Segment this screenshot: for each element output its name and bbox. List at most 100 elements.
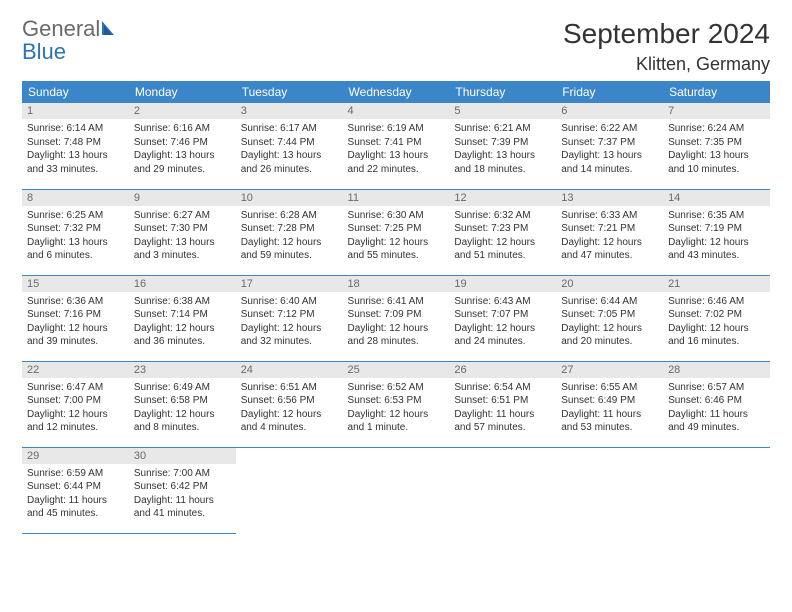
sunset-text: Sunset: 7:16 PM bbox=[27, 308, 124, 322]
weekday-header: Saturday bbox=[663, 81, 770, 103]
day-number: 26 bbox=[449, 362, 556, 378]
sunrise-text: Sunrise: 6:19 AM bbox=[348, 122, 445, 136]
daylight-text: Daylight: 13 hours and 22 minutes. bbox=[348, 149, 445, 176]
day-number: 13 bbox=[556, 190, 663, 206]
sunrise-text: Sunrise: 6:46 AM bbox=[668, 295, 765, 309]
sunset-text: Sunset: 6:51 PM bbox=[454, 394, 551, 408]
calendar-cell: 19Sunrise: 6:43 AMSunset: 7:07 PMDayligh… bbox=[449, 275, 556, 361]
sunrise-text: Sunrise: 6:40 AM bbox=[241, 295, 338, 309]
daylight-text: Daylight: 13 hours and 10 minutes. bbox=[668, 149, 765, 176]
day-detail: Sunrise: 6:32 AMSunset: 7:23 PMDaylight:… bbox=[449, 206, 556, 267]
day-detail: Sunrise: 6:54 AMSunset: 6:51 PMDaylight:… bbox=[449, 378, 556, 439]
day-detail: Sunrise: 6:52 AMSunset: 6:53 PMDaylight:… bbox=[343, 378, 450, 439]
day-detail: Sunrise: 6:47 AMSunset: 7:00 PMDaylight:… bbox=[22, 378, 129, 439]
calendar-cell: 5Sunrise: 6:21 AMSunset: 7:39 PMDaylight… bbox=[449, 103, 556, 189]
daylight-text: Daylight: 11 hours and 41 minutes. bbox=[134, 494, 231, 521]
day-detail: Sunrise: 6:55 AMSunset: 6:49 PMDaylight:… bbox=[556, 378, 663, 439]
day-detail: Sunrise: 6:22 AMSunset: 7:37 PMDaylight:… bbox=[556, 119, 663, 180]
day-detail: Sunrise: 6:41 AMSunset: 7:09 PMDaylight:… bbox=[343, 292, 450, 353]
header: General Blue September 2024 Klitten, Ger… bbox=[22, 18, 770, 75]
day-detail: Sunrise: 6:36 AMSunset: 7:16 PMDaylight:… bbox=[22, 292, 129, 353]
day-number: 24 bbox=[236, 362, 343, 378]
day-detail: Sunrise: 6:49 AMSunset: 6:58 PMDaylight:… bbox=[129, 378, 236, 439]
day-number: 9 bbox=[129, 190, 236, 206]
sunrise-text: Sunrise: 6:33 AM bbox=[561, 209, 658, 223]
sunrise-text: Sunrise: 6:57 AM bbox=[668, 381, 765, 395]
day-detail: Sunrise: 6:38 AMSunset: 7:14 PMDaylight:… bbox=[129, 292, 236, 353]
daylight-text: Daylight: 13 hours and 3 minutes. bbox=[134, 236, 231, 263]
sunrise-text: Sunrise: 6:43 AM bbox=[454, 295, 551, 309]
calendar-cell: 22Sunrise: 6:47 AMSunset: 7:00 PMDayligh… bbox=[22, 361, 129, 447]
day-detail: Sunrise: 6:14 AMSunset: 7:48 PMDaylight:… bbox=[22, 119, 129, 180]
brand-part2: Blue bbox=[22, 39, 66, 64]
sunrise-text: Sunrise: 6:28 AM bbox=[241, 209, 338, 223]
calendar-cell: 17Sunrise: 6:40 AMSunset: 7:12 PMDayligh… bbox=[236, 275, 343, 361]
title-block: September 2024 Klitten, Germany bbox=[563, 18, 770, 75]
sunset-text: Sunset: 6:42 PM bbox=[134, 480, 231, 494]
daylight-text: Daylight: 11 hours and 57 minutes. bbox=[454, 408, 551, 435]
sunrise-text: Sunrise: 6:36 AM bbox=[27, 295, 124, 309]
calendar-row: 29Sunrise: 6:59 AMSunset: 6:44 PMDayligh… bbox=[22, 447, 770, 533]
sunset-text: Sunset: 7:37 PM bbox=[561, 136, 658, 150]
day-detail: Sunrise: 6:24 AMSunset: 7:35 PMDaylight:… bbox=[663, 119, 770, 180]
day-detail: Sunrise: 6:59 AMSunset: 6:44 PMDaylight:… bbox=[22, 464, 129, 525]
day-detail: Sunrise: 6:33 AMSunset: 7:21 PMDaylight:… bbox=[556, 206, 663, 267]
sunset-text: Sunset: 6:58 PM bbox=[134, 394, 231, 408]
day-number: 11 bbox=[343, 190, 450, 206]
calendar-cell: 28Sunrise: 6:57 AMSunset: 6:46 PMDayligh… bbox=[663, 361, 770, 447]
daylight-text: Daylight: 12 hours and 16 minutes. bbox=[668, 322, 765, 349]
daylight-text: Daylight: 12 hours and 32 minutes. bbox=[241, 322, 338, 349]
sunset-text: Sunset: 7:12 PM bbox=[241, 308, 338, 322]
weekday-header-row: Sunday Monday Tuesday Wednesday Thursday… bbox=[22, 81, 770, 103]
sunset-text: Sunset: 7:05 PM bbox=[561, 308, 658, 322]
day-number: 29 bbox=[22, 448, 129, 464]
daylight-text: Daylight: 12 hours and 55 minutes. bbox=[348, 236, 445, 263]
daylight-text: Daylight: 12 hours and 39 minutes. bbox=[27, 322, 124, 349]
daylight-text: Daylight: 12 hours and 12 minutes. bbox=[27, 408, 124, 435]
sunrise-text: Sunrise: 7:00 AM bbox=[134, 467, 231, 481]
day-number: 1 bbox=[22, 103, 129, 119]
sunrise-text: Sunrise: 6:54 AM bbox=[454, 381, 551, 395]
daylight-text: Daylight: 12 hours and 28 minutes. bbox=[348, 322, 445, 349]
calendar-table: Sunday Monday Tuesday Wednesday Thursday… bbox=[22, 81, 770, 534]
sunrise-text: Sunrise: 6:47 AM bbox=[27, 381, 124, 395]
calendar-cell: 4 Sunrise: 6:19 AMSunset: 7:41 PMDaylight… bbox=[343, 103, 450, 189]
sunset-text: Sunset: 7:21 PM bbox=[561, 222, 658, 236]
calendar-row: 22Sunrise: 6:47 AMSunset: 7:00 PMDayligh… bbox=[22, 361, 770, 447]
day-detail: Sunrise: 6:16 AMSunset: 7:46 PMDaylight:… bbox=[129, 119, 236, 180]
calendar-cell: 2Sunrise: 6:16 AMSunset: 7:46 PMDaylight… bbox=[129, 103, 236, 189]
day-number: 10 bbox=[236, 190, 343, 206]
daylight-text: Daylight: 12 hours and 51 minutes. bbox=[454, 236, 551, 263]
sunrise-text: Sunrise: 6:49 AM bbox=[134, 381, 231, 395]
sunset-text: Sunset: 6:56 PM bbox=[241, 394, 338, 408]
day-number: 4 bbox=[343, 103, 450, 119]
day-number: 15 bbox=[22, 276, 129, 292]
sunrise-text: Sunrise: 6:55 AM bbox=[561, 381, 658, 395]
brand-text: General Blue bbox=[22, 18, 120, 63]
day-detail: Sunrise: 7:00 AMSunset: 6:42 PMDaylight:… bbox=[129, 464, 236, 525]
daylight-text: Daylight: 12 hours and 47 minutes. bbox=[561, 236, 658, 263]
daylight-text: Daylight: 12 hours and 1 minute. bbox=[348, 408, 445, 435]
calendar-cell: 15Sunrise: 6:36 AMSunset: 7:16 PMDayligh… bbox=[22, 275, 129, 361]
sunrise-text: Sunrise: 6:14 AM bbox=[27, 122, 124, 136]
sunset-text: Sunset: 7:14 PM bbox=[134, 308, 231, 322]
daylight-text: Daylight: 12 hours and 43 minutes. bbox=[668, 236, 765, 263]
day-number: 18 bbox=[343, 276, 450, 292]
calendar-cell: 11Sunrise: 6:30 AMSunset: 7:25 PMDayligh… bbox=[343, 189, 450, 275]
calendar-cell: 13Sunrise: 6:33 AMSunset: 7:21 PMDayligh… bbox=[556, 189, 663, 275]
sunset-text: Sunset: 6:44 PM bbox=[27, 480, 124, 494]
daylight-text: Daylight: 13 hours and 26 minutes. bbox=[241, 149, 338, 176]
calendar-cell: 10Sunrise: 6:28 AMSunset: 7:28 PMDayligh… bbox=[236, 189, 343, 275]
sunset-text: Sunset: 7:23 PM bbox=[454, 222, 551, 236]
sunset-text: Sunset: 7:41 PM bbox=[348, 136, 445, 150]
calendar-cell: 27Sunrise: 6:55 AMSunset: 6:49 PMDayligh… bbox=[556, 361, 663, 447]
day-number: 12 bbox=[449, 190, 556, 206]
daylight-text: Daylight: 13 hours and 29 minutes. bbox=[134, 149, 231, 176]
day-detail: Sunrise: 6:17 AMSunset: 7:44 PMDaylight:… bbox=[236, 119, 343, 180]
sunset-text: Sunset: 6:46 PM bbox=[668, 394, 765, 408]
calendar-cell: 23Sunrise: 6:49 AMSunset: 6:58 PMDayligh… bbox=[129, 361, 236, 447]
calendar-cell: 30Sunrise: 7:00 AMSunset: 6:42 PMDayligh… bbox=[129, 447, 236, 533]
sunrise-text: Sunrise: 6:17 AM bbox=[241, 122, 338, 136]
sunrise-text: Sunrise: 6:21 AM bbox=[454, 122, 551, 136]
day-detail: Sunrise: 6:27 AMSunset: 7:30 PMDaylight:… bbox=[129, 206, 236, 267]
